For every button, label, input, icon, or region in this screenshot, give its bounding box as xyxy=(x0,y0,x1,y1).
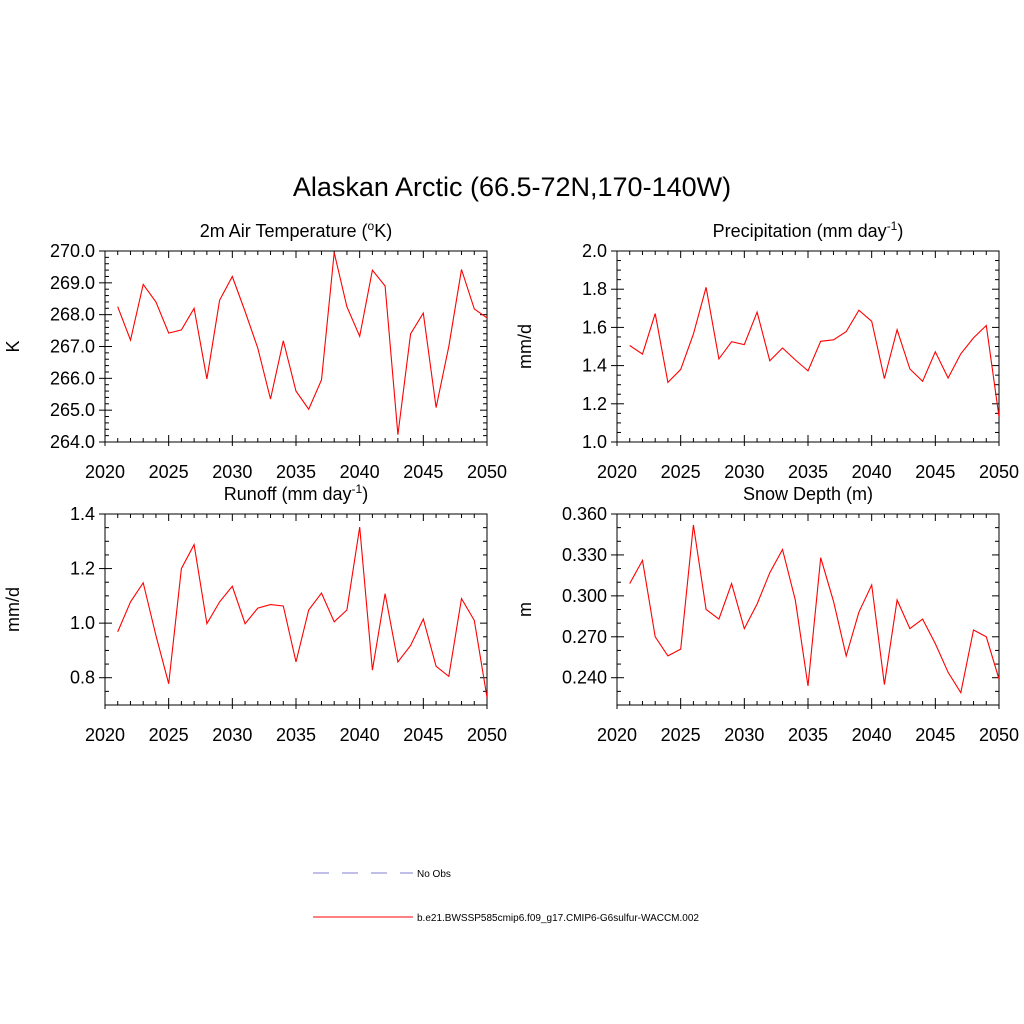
x-tick-label: 2035 xyxy=(788,462,828,482)
x-tick-label: 2050 xyxy=(979,725,1019,745)
y-tick-label: 1.2 xyxy=(70,559,95,579)
y-tick-label: 265.0 xyxy=(50,400,95,420)
legend-label-model: b.e21.BWSSP585cmip6.f09_g17.CMIP6-G6sulf… xyxy=(417,913,699,924)
x-tick-label: 2025 xyxy=(149,462,189,482)
y-tick-label: 1.2 xyxy=(582,394,607,414)
legend-label-no-obs: No Obs xyxy=(417,869,451,880)
panel-air-temperature: 2m Air Temperature (oK) K 2020 2025 2030 2035… xyxy=(3,219,507,482)
y-tick-label: 1.6 xyxy=(582,317,607,337)
x-tick-label: 2030 xyxy=(724,725,764,745)
x-tick-label: 2040 xyxy=(340,462,380,482)
panel-title: Runoff (mm day-1) xyxy=(224,482,368,504)
y-tick-label: 0.300 xyxy=(562,586,607,606)
y-axis-label: m xyxy=(515,602,535,617)
y-tick-label: 1.4 xyxy=(582,356,607,376)
plot-frame xyxy=(616,513,1000,706)
panel-title: Snow Depth (m) xyxy=(743,484,873,504)
x-tick-label: 2030 xyxy=(212,725,252,745)
y-tick-label: 0.270 xyxy=(562,627,607,647)
x-tick-label: 2025 xyxy=(149,725,189,745)
series-line-air-temperature xyxy=(117,252,487,435)
x-tick-label: 2045 xyxy=(915,725,955,745)
x-tick-label: 2030 xyxy=(212,462,252,482)
x-tick-label: 2025 xyxy=(661,725,701,745)
y-tick-label: 0.330 xyxy=(562,545,607,565)
x-tick-label: 2040 xyxy=(340,725,380,745)
x-tick-label: 2030 xyxy=(724,462,764,482)
plot-frame xyxy=(104,250,488,443)
y-tick-label: 1.8 xyxy=(582,279,607,299)
y-tick-label: 264.0 xyxy=(50,432,95,452)
x-tick-label: 2025 xyxy=(661,462,701,482)
y-tick-label: 1.0 xyxy=(70,613,95,633)
series-line-precipitation xyxy=(629,287,999,417)
x-tick-label: 2035 xyxy=(276,462,316,482)
panel-runoff: Runoff (mm day-1) mm/d 2020 2025 2030 2035 204… xyxy=(3,482,507,745)
x-tick-label: 2020 xyxy=(597,725,637,745)
legend: No Obs b.e21.BWSSP585cmip6.f09_g17.CMIP6… xyxy=(313,869,699,924)
x-tick-label: 2040 xyxy=(852,462,892,482)
panel-precipitation: Precipitation (mm day-1) mm/d 2020 2025 2030… xyxy=(515,219,1019,482)
y-tick-label: 0.360 xyxy=(562,504,607,524)
x-tick-label: 2050 xyxy=(467,462,507,482)
x-tick-label: 2040 xyxy=(852,725,892,745)
y-tick-label: 0.8 xyxy=(70,668,95,688)
plot-frame xyxy=(616,250,1000,443)
y-tick-label: 1.4 xyxy=(70,504,95,524)
x-tick-label: 2045 xyxy=(403,725,443,745)
x-tick-label: 2020 xyxy=(85,462,125,482)
x-tick-label: 2050 xyxy=(979,462,1019,482)
series-line-runoff xyxy=(117,527,487,698)
y-tick-label: 2.0 xyxy=(582,241,607,261)
x-tick-label: 2045 xyxy=(915,462,955,482)
figure-title: Alaskan Arctic (66.5-72N,170-140W) xyxy=(293,172,731,202)
y-tick-label: 267.0 xyxy=(50,337,95,357)
y-tick-label: 0.240 xyxy=(562,668,607,688)
y-axis-label: mm/d xyxy=(515,324,535,369)
panel-title: Precipitation (mm day-1) xyxy=(713,219,904,241)
x-tick-label: 2035 xyxy=(276,725,316,745)
x-tick-label: 2035 xyxy=(788,725,828,745)
x-tick-label: 2020 xyxy=(597,462,637,482)
y-tick-label: 266.0 xyxy=(50,368,95,388)
series-line-snow-depth xyxy=(629,524,999,695)
y-tick-label: 269.0 xyxy=(50,273,95,293)
panel-title: 2m Air Temperature (oK) xyxy=(200,219,392,241)
plot-frame xyxy=(104,513,488,706)
panel-snow-depth: Snow Depth (m) m 2020 2025 2030 2035 2040 2045 2… xyxy=(515,484,1019,745)
x-tick-label: 2045 xyxy=(403,462,443,482)
y-tick-label: 268.0 xyxy=(50,305,95,325)
y-axis-label: mm/d xyxy=(3,587,23,632)
y-axis-label: K xyxy=(3,340,23,352)
x-tick-label: 2020 xyxy=(85,725,125,745)
y-tick-label: 270.0 xyxy=(50,241,95,261)
x-tick-label: 2050 xyxy=(467,725,507,745)
y-tick-label: 1.0 xyxy=(582,432,607,452)
